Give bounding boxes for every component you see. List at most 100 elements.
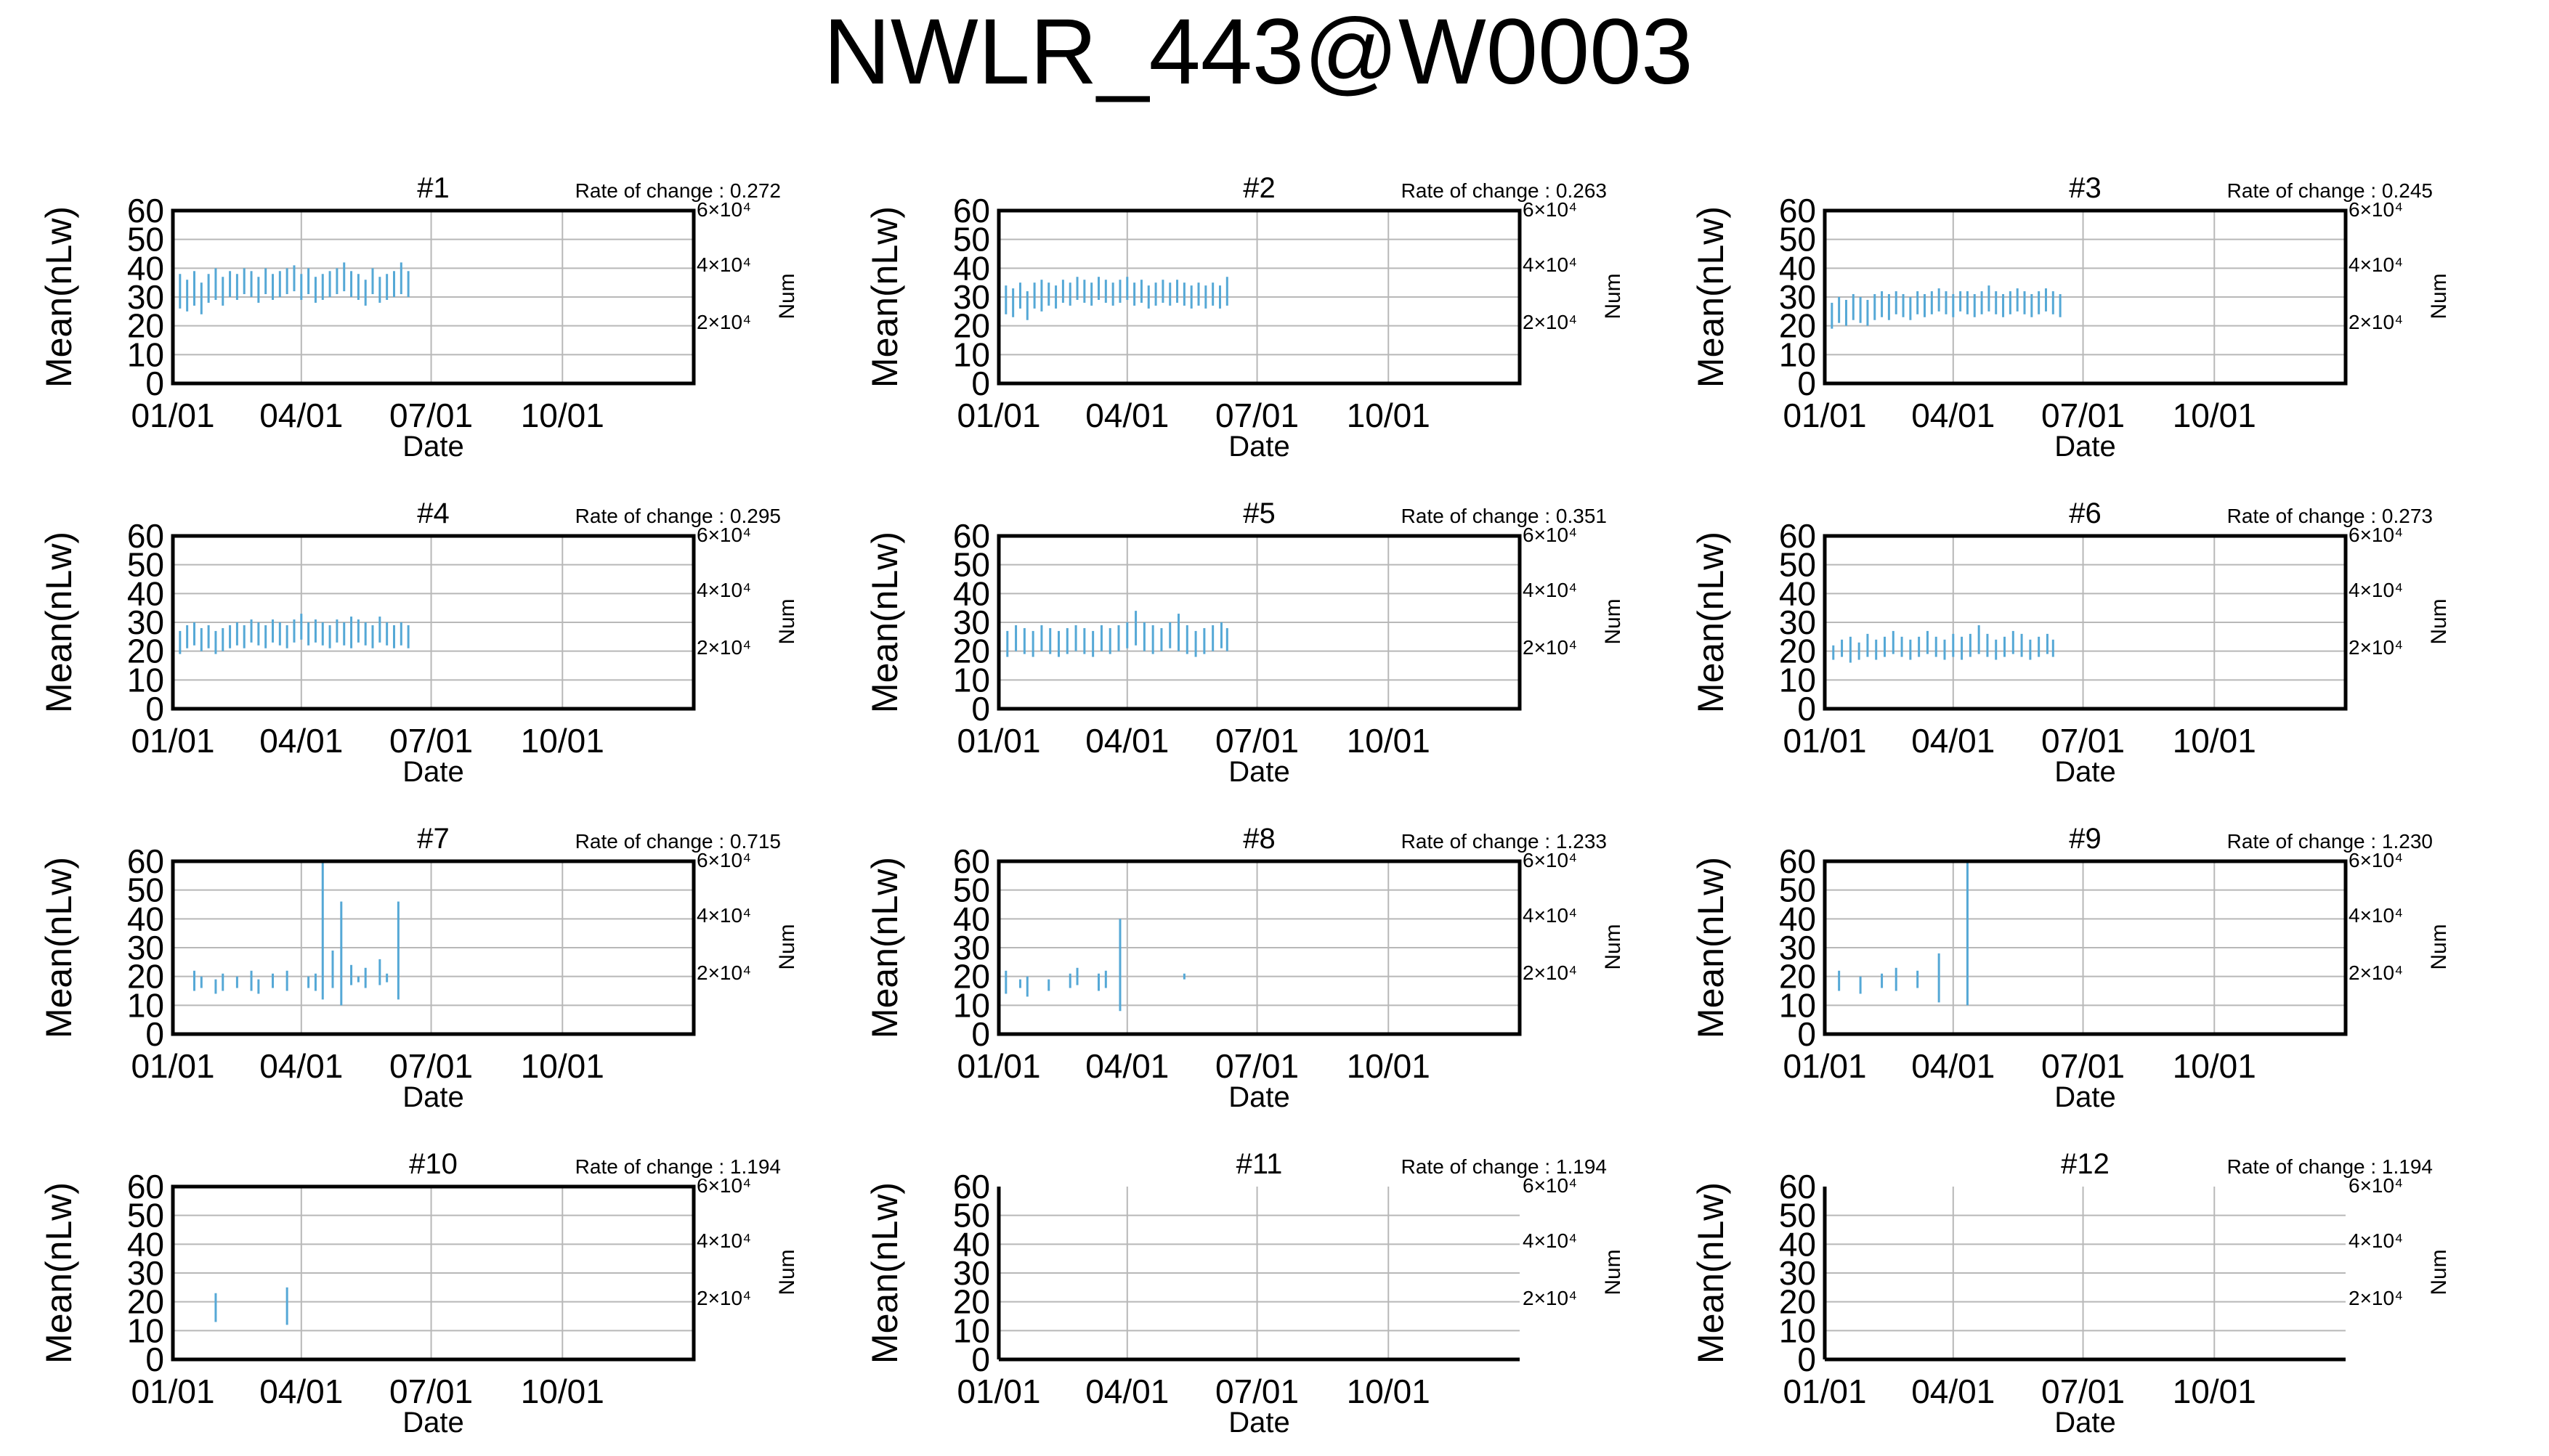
y2-tick-label: 6×10⁴ <box>1523 849 1577 871</box>
y-axis-label: Mean(nLw) <box>39 1182 79 1364</box>
y2-axis-label: Num <box>1601 1249 1625 1295</box>
x-tick-label: 04/01 <box>1085 722 1169 760</box>
y-axis-label: Mean(nLw) <box>1690 1182 1731 1364</box>
panel-title: #8 <box>1243 823 1276 855</box>
plot-frame <box>997 534 1522 711</box>
y-axis-label: Mean(nLw) <box>1690 206 1731 388</box>
y2-tick-label: 6×10⁴ <box>1523 198 1577 221</box>
x-tick-label: 07/01 <box>1215 722 1299 760</box>
y2-tick-label: 4×10⁴ <box>697 579 751 601</box>
y2-tick-label: 2×10⁴ <box>1523 636 1577 659</box>
x-axis-label: Date <box>402 1407 464 1439</box>
plot-frame <box>997 859 1522 1036</box>
y-tick-label: 50 <box>127 871 164 909</box>
y2-tick-label: 6×10⁴ <box>1523 1174 1577 1197</box>
y-tick-label: 0 <box>971 690 990 728</box>
y2-tick-label: 4×10⁴ <box>2349 579 2403 601</box>
x-axis-label: Date <box>1228 431 1290 463</box>
panel-title: #4 <box>417 497 450 529</box>
x-tick-label: 04/01 <box>259 1047 343 1085</box>
rate-of-change-label: Rate of change : 0.351 <box>1401 505 1607 527</box>
x-tick-label: 01/01 <box>131 396 214 434</box>
y-tick-label: 30 <box>127 929 164 967</box>
y-tick-label: 40 <box>1779 1225 1816 1263</box>
y-tick-label: 20 <box>127 1283 164 1321</box>
plot-frame <box>997 208 1522 386</box>
panel-title: #3 <box>2069 172 2102 204</box>
y-tick-label: 40 <box>127 574 164 612</box>
y2-tick-label: 2×10⁴ <box>697 636 751 659</box>
y2-tick-label: 4×10⁴ <box>1523 253 1577 276</box>
y-tick-label: 10 <box>1779 335 1816 373</box>
x-tick-label: 04/01 <box>1085 1372 1169 1410</box>
panel-title: #5 <box>1243 497 1276 529</box>
x-axis-label: Date <box>1228 756 1290 788</box>
y2-tick-label: 4×10⁴ <box>1523 579 1577 601</box>
x-tick-label: 04/01 <box>259 1372 343 1410</box>
y-tick-label: 60 <box>1779 1168 1816 1205</box>
y-tick-label: 10 <box>953 335 990 373</box>
y-tick-label: 60 <box>127 517 164 555</box>
y-tick-label: 40 <box>127 249 164 287</box>
y-tick-label: 0 <box>971 1015 990 1053</box>
x-tick-label: 04/01 <box>1911 1372 1995 1410</box>
x-tick-label: 10/01 <box>1347 1372 1430 1410</box>
y2-tick-label: 6×10⁴ <box>697 198 751 221</box>
y-tick-label: 40 <box>1779 574 1816 612</box>
x-axis-label: Date <box>2054 431 2116 463</box>
y2-axis-label: Num <box>1601 924 1625 969</box>
rate-of-change-label: Rate of change : 0.273 <box>2227 505 2433 527</box>
x-tick-label: 10/01 <box>521 396 604 434</box>
x-tick-label: 01/01 <box>131 1372 214 1410</box>
x-tick-label: 01/01 <box>957 722 1040 760</box>
y-tick-label: 0 <box>1797 690 1816 728</box>
y-tick-label: 20 <box>1779 1283 1816 1321</box>
x-tick-label: 01/01 <box>1783 1047 1866 1085</box>
y-tick-label: 10 <box>127 335 164 373</box>
y2-tick-label: 4×10⁴ <box>2349 1229 2403 1252</box>
y-tick-label: 30 <box>953 1254 990 1292</box>
x-tick-label: 07/01 <box>389 722 473 760</box>
y-tick-label: 60 <box>1779 192 1816 229</box>
y2-tick-label: 2×10⁴ <box>697 311 751 333</box>
y-tick-label: 50 <box>953 871 990 909</box>
y-tick-label: 50 <box>1779 546 1816 584</box>
y-tick-label: 0 <box>971 1341 990 1378</box>
y-tick-label: 20 <box>953 633 990 670</box>
y2-axis-label: Num <box>2427 924 2451 969</box>
y-tick-label: 20 <box>1779 633 1816 670</box>
y-axis-label: Mean(nLw) <box>1690 857 1731 1038</box>
rate-of-change-label: Rate of change : 1.194 <box>2227 1155 2433 1178</box>
y-tick-label: 20 <box>127 307 164 345</box>
y2-tick-label: 4×10⁴ <box>697 253 751 276</box>
y2-tick-label: 6×10⁴ <box>697 524 751 546</box>
y-tick-label: 40 <box>953 1225 990 1263</box>
y2-tick-label: 2×10⁴ <box>2349 961 2403 984</box>
y-tick-label: 10 <box>1779 661 1816 699</box>
y-tick-label: 60 <box>953 842 990 880</box>
y-axis-label: Mean(nLw) <box>1690 532 1731 713</box>
y2-tick-label: 6×10⁴ <box>2349 1174 2403 1197</box>
x-tick-label: 07/01 <box>1215 1047 1299 1085</box>
x-tick-label: 07/01 <box>389 1047 473 1085</box>
y2-tick-label: 6×10⁴ <box>697 1174 751 1197</box>
rate-of-change-label: Rate of change : 0.295 <box>575 505 781 527</box>
x-tick-label: 01/01 <box>1783 1372 1866 1410</box>
x-axis-label: Date <box>402 1081 464 1113</box>
y2-tick-label: 2×10⁴ <box>2349 311 2403 333</box>
y-tick-label: 10 <box>953 661 990 699</box>
y-tick-label: 20 <box>1779 307 1816 345</box>
y-tick-label: 50 <box>953 221 990 259</box>
y-tick-label: 20 <box>953 307 990 345</box>
y-axis-label: Mean(nLw) <box>864 1182 905 1364</box>
y2-tick-label: 4×10⁴ <box>697 1229 751 1252</box>
x-tick-label: 07/01 <box>389 396 473 434</box>
y-tick-label: 40 <box>953 574 990 612</box>
y-tick-label: 0 <box>1797 1015 1816 1053</box>
y-tick-label: 20 <box>127 958 164 996</box>
